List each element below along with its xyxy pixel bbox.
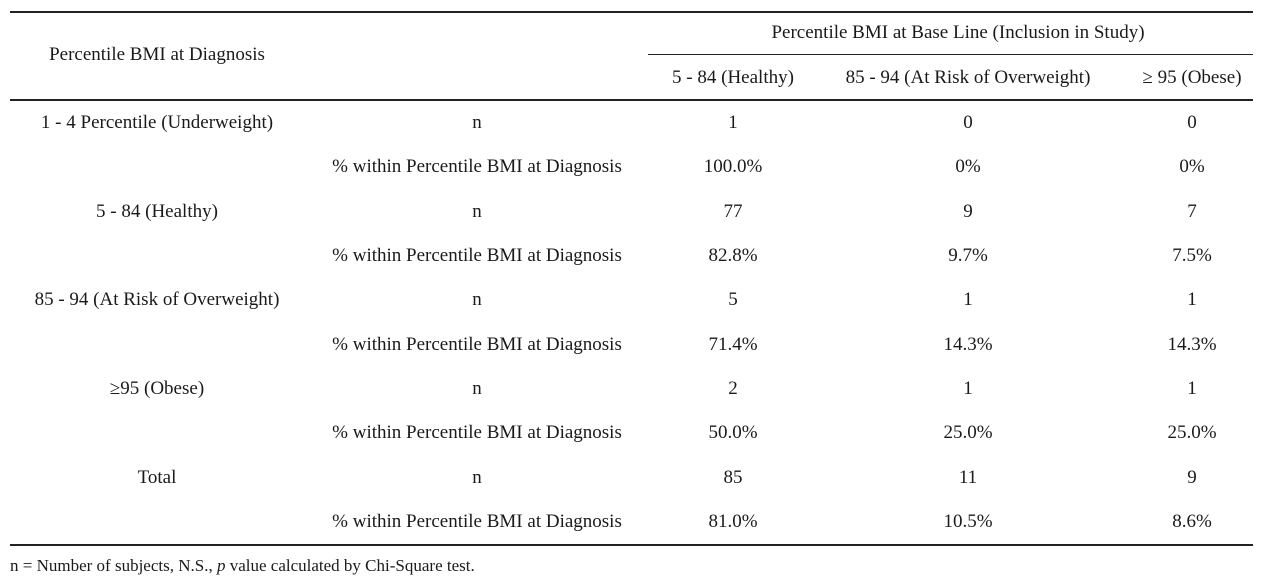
row-group-label: Total: [137, 467, 177, 488]
table-cell: 77: [723, 201, 743, 222]
table-cell: 25.0%: [943, 422, 993, 443]
table-cell: 7.5%: [1172, 245, 1212, 266]
table-cell: 0%: [955, 156, 981, 177]
column-group-header: Percentile BMI at Base Line (Inclusion i…: [771, 22, 1145, 43]
row-measure: % within Percentile BMI at Diagnosis: [332, 334, 622, 355]
row-measure: n: [472, 289, 482, 310]
table-cell: 9: [963, 201, 973, 222]
table-cell: 2: [728, 378, 738, 399]
row-group-label: ≥95 (Obese): [109, 378, 205, 399]
table-cell: 0: [963, 112, 973, 133]
table-cell: 1: [728, 112, 738, 133]
table-cell: 11: [958, 467, 978, 488]
table-cell: 85: [723, 467, 743, 488]
table-cell: 0: [1187, 112, 1197, 133]
table-cell: 1: [963, 289, 973, 310]
table-cell: 8.6%: [1172, 511, 1212, 532]
table-cell: 5: [728, 289, 738, 310]
row-measure: % within Percentile BMI at Diagnosis: [332, 511, 622, 532]
table-cell: 14.3%: [1167, 334, 1217, 355]
table-cell: 7: [1187, 201, 1197, 222]
row-group-label: 1 - 4 Percentile (Underweight): [40, 112, 274, 133]
row-measure: n: [472, 378, 482, 399]
row-measure: n: [472, 467, 482, 488]
table-top-rule: [10, 11, 1253, 13]
row-group-label: 85 - 94 (At Risk of Overweight): [34, 289, 280, 310]
row-group-label: 5 - 84 (Healthy): [96, 201, 218, 222]
table-cell: 81.0%: [708, 511, 758, 532]
table-cell: 82.8%: [708, 245, 758, 266]
row-measure: % within Percentile BMI at Diagnosis: [332, 422, 622, 443]
row-measure: n: [472, 201, 482, 222]
table-cell: 9.7%: [948, 245, 988, 266]
column-header-obese: ≥ 95 (Obese): [1142, 67, 1242, 88]
row-header: Percentile BMI at Diagnosis: [49, 44, 265, 65]
table-cell: 1: [963, 378, 973, 399]
row-measure: % within Percentile BMI at Diagnosis: [332, 156, 622, 177]
table-cell: 50.0%: [708, 422, 758, 443]
header-bottom-rule: [10, 99, 1253, 101]
column-group-rule: [648, 54, 1253, 55]
table-cell: 10.5%: [943, 511, 993, 532]
table-cell: 1: [1187, 289, 1197, 310]
table-bottom-rule: [10, 544, 1253, 546]
table-cell: 100.0%: [703, 156, 763, 177]
footnote-suffix: value calculated by Chi-Square test.: [225, 556, 475, 575]
table-cell: 25.0%: [1167, 422, 1217, 443]
table-cell: 0%: [1179, 156, 1205, 177]
row-measure: % within Percentile BMI at Diagnosis: [332, 245, 622, 266]
footnote-prefix: n = Number of subjects, N.S.,: [10, 556, 217, 575]
footnote-italic: p: [216, 556, 226, 575]
column-header-healthy: 5 - 84 (Healthy): [672, 67, 794, 88]
column-header-at-risk: 85 - 94 (At Risk of Overweight): [845, 67, 1091, 88]
table-cell: 1: [1187, 378, 1197, 399]
table-cell: 71.4%: [708, 334, 758, 355]
table-cell: 14.3%: [943, 334, 993, 355]
table-footnote: n = Number of subjects, N.S., p value ca…: [10, 555, 475, 577]
row-measure: n: [472, 112, 482, 133]
table-cell: 9: [1187, 467, 1197, 488]
